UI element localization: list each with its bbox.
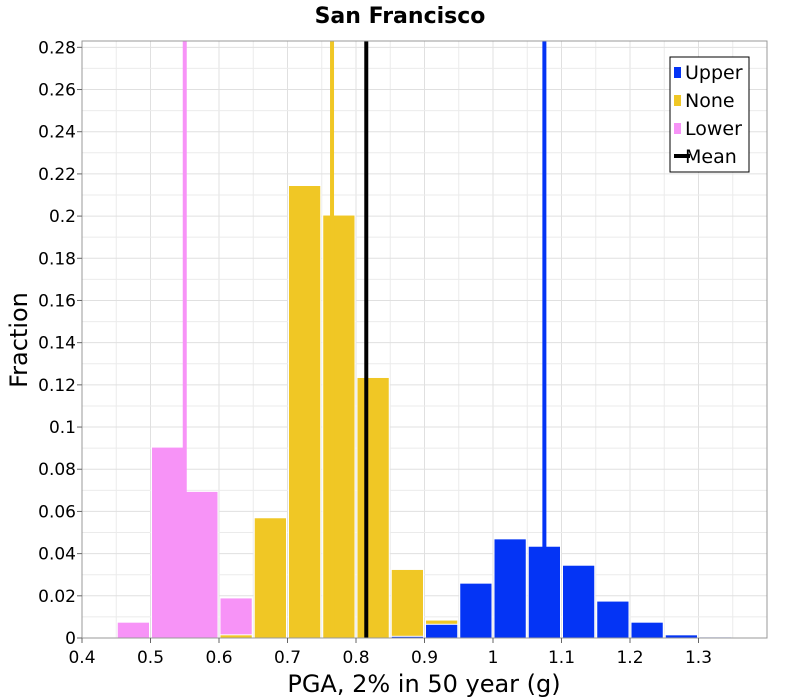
x-tick-label: 1.1 [548, 648, 575, 668]
bar-none [390, 568, 424, 639]
y-tick-label: 0.06 [38, 502, 76, 522]
legend-box [669, 56, 750, 173]
x-axis-ticks: 0.4 0.5 0.6 0.7 0.8 0.9 1 1.1 1.2 1.3 [68, 638, 712, 668]
y-tick-label: 0.2 [49, 207, 76, 227]
y-tick-label: 0.08 [38, 460, 76, 480]
bar-upper [425, 623, 459, 639]
x-tick-label: 0.8 [342, 648, 369, 668]
legend-swatch-line [674, 154, 690, 158]
x-tick-label: 0.9 [411, 648, 438, 668]
x-tick-label: 1.2 [616, 648, 643, 668]
y-tick-label: 0.04 [38, 545, 76, 565]
x-tick-label: 0.4 [68, 648, 95, 668]
y-axis-ticks: 0 0.02 0.04 0.06 0.08 0.1 0.12 0.14 0.16 0.18 0.2 0… [38, 38, 82, 649]
x-tick-label: 1.3 [685, 648, 712, 668]
legend-label: Lower [685, 118, 742, 140]
legend-label: Mean [685, 146, 737, 168]
bar-none [322, 214, 356, 639]
bar-lower [151, 446, 185, 639]
legend-swatch-upper [674, 67, 681, 78]
x-tick-label: 0.6 [205, 648, 232, 668]
y-tick-label: 0.12 [38, 376, 76, 396]
chart-title: San Francisco [315, 4, 486, 29]
bar-lower [185, 490, 219, 639]
bar-upper [493, 538, 527, 639]
histogram-bars [116, 185, 733, 639]
y-tick-label: 0.28 [38, 38, 76, 58]
legend-label: Upper [685, 62, 743, 84]
y-tick-label: 0 [65, 629, 76, 649]
legend: Upper None Lower Mean [669, 56, 750, 173]
legend-swatch-none [674, 95, 681, 106]
bar-lower [219, 597, 253, 639]
mean-lines [182, 41, 547, 638]
y-tick-label: 0.02 [38, 587, 76, 607]
y-tick-label: 0.22 [38, 165, 76, 185]
y-tick-label: 0.24 [38, 123, 76, 143]
bar-none [253, 517, 287, 639]
y-tick-label: 0.18 [38, 249, 76, 269]
bar-upper [630, 621, 664, 639]
bar-upper [562, 564, 596, 639]
y-tick-label: 0.14 [38, 334, 76, 354]
y-axis-label: Fraction [5, 292, 33, 388]
legend-swatch-lower [674, 123, 681, 134]
legend-label: None [685, 90, 735, 112]
x-tick-label: 1 [488, 648, 499, 668]
y-tick-label: 0.16 [38, 291, 76, 311]
bar-none [356, 376, 390, 639]
bar-none [288, 185, 322, 639]
y-tick-label: 0.1 [49, 418, 76, 438]
bar-upper [459, 582, 493, 639]
x-tick-label: 0.5 [137, 648, 164, 668]
x-tick-label: 0.7 [274, 648, 301, 668]
x-axis-label: PGA, 2% in 50 year (g) [287, 670, 560, 698]
bar-upper [596, 600, 630, 639]
grid [81, 41, 767, 639]
bar-lower [116, 621, 150, 639]
y-tick-label: 0.26 [38, 81, 76, 101]
